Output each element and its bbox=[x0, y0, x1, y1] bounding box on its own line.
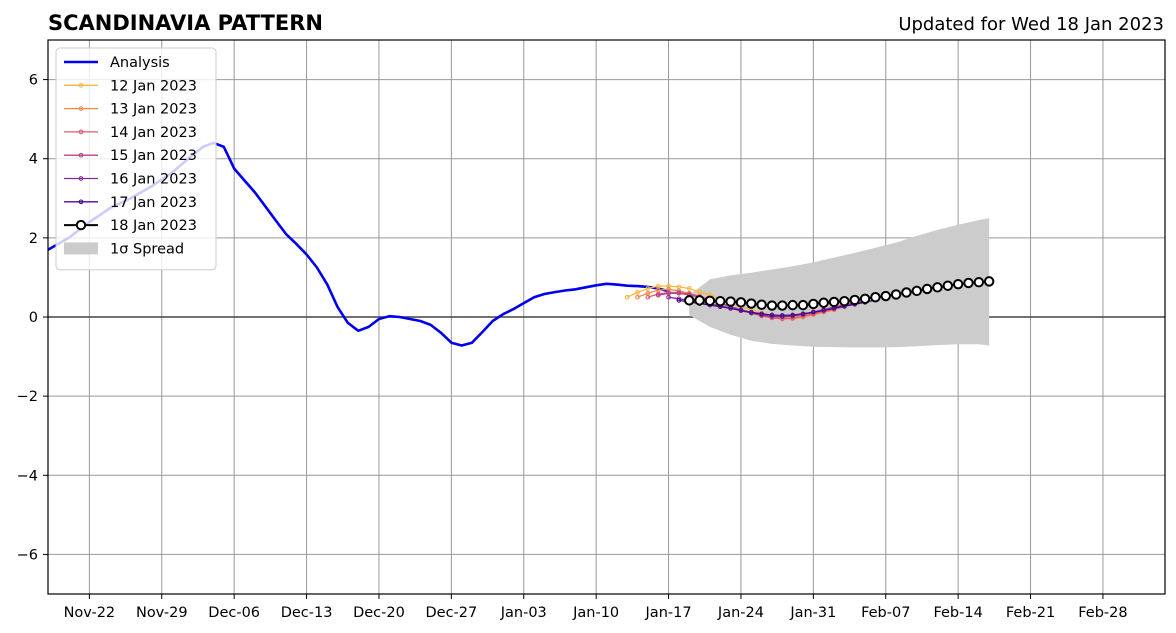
x-tick-label: Feb-21 bbox=[1006, 605, 1055, 621]
y-tick-label: 0 bbox=[29, 310, 38, 326]
legend-swatch-marker bbox=[75, 219, 87, 231]
x-tick-label: Jan-03 bbox=[500, 605, 547, 621]
y-tick-label: 6 bbox=[29, 73, 38, 89]
forecast-point bbox=[748, 309, 754, 315]
forecast-point bbox=[797, 299, 809, 311]
forecast-point bbox=[828, 296, 840, 308]
forecast-point bbox=[818, 297, 829, 308]
legend-swatch-marker bbox=[78, 82, 84, 88]
chart-subtitle: Updated for Wed 18 Jan 2023 bbox=[898, 14, 1164, 35]
y-tick-label: 4 bbox=[29, 152, 38, 168]
forecast-point bbox=[676, 290, 682, 296]
x-tick-label: Nov-29 bbox=[136, 605, 188, 621]
forecast-point bbox=[901, 287, 912, 298]
chart-title: SCANDINAVIA PATTERN bbox=[48, 11, 323, 35]
forecast-point bbox=[697, 289, 702, 295]
forecast-point bbox=[849, 294, 860, 306]
forecast-point bbox=[963, 277, 974, 289]
forecast-point bbox=[624, 294, 630, 300]
forecast-point bbox=[952, 278, 964, 290]
legend: Analysis 12 Jan 2023 13 Jan 2023 14 Jan 202… bbox=[55, 47, 217, 271]
legend-label: 14 Jan 2023 bbox=[110, 125, 197, 141]
x-tick-label: Jan-17 bbox=[645, 605, 692, 621]
forecast-point bbox=[932, 282, 943, 293]
legend-label: Analysis bbox=[110, 55, 170, 71]
axis-ticks: Nov-22 Nov-29 Dec-06 Dec-13 Dec-20 Dec-27 Jan-… bbox=[17, 73, 1128, 621]
forecast-point bbox=[684, 295, 695, 306]
x-tick-label: Dec-20 bbox=[353, 605, 405, 621]
forecast-point bbox=[738, 307, 744, 313]
legend-label: 1σ Spread bbox=[110, 241, 184, 257]
forecast-point bbox=[811, 309, 816, 315]
y-tick-label: −2 bbox=[17, 389, 38, 405]
forecast-point bbox=[921, 283, 933, 295]
forecast-point bbox=[790, 312, 796, 318]
forecast-point bbox=[635, 294, 640, 300]
forecast-point bbox=[655, 292, 661, 298]
legend-label: 15 Jan 2023 bbox=[110, 148, 197, 164]
legend-swatch-marker bbox=[78, 199, 84, 205]
forecast-point bbox=[777, 300, 788, 311]
forecast-point bbox=[756, 299, 767, 310]
legend-label: 18 Jan 2023 bbox=[110, 218, 197, 234]
forecast-point bbox=[839, 295, 850, 307]
legend-box bbox=[55, 47, 217, 271]
x-tick-label: Dec-13 bbox=[281, 605, 333, 621]
forecast-point bbox=[694, 295, 705, 306]
forecast-point bbox=[666, 294, 671, 300]
legend-swatch-marker bbox=[78, 176, 84, 181]
forecast-point bbox=[859, 293, 871, 304]
forecast-point bbox=[821, 307, 827, 313]
forecast-point bbox=[645, 286, 651, 291]
x-tick-label: Jan-31 bbox=[789, 605, 836, 621]
legend-swatch-spread bbox=[64, 242, 98, 255]
forecast-point bbox=[787, 299, 798, 311]
x-tick-label: Dec-06 bbox=[208, 605, 260, 621]
forecast-point bbox=[635, 290, 640, 295]
legend-label: 16 Jan 2023 bbox=[110, 172, 197, 188]
forecast-point bbox=[645, 294, 651, 300]
forecast-point bbox=[800, 311, 806, 317]
x-tick-label: Feb-28 bbox=[1078, 605, 1127, 621]
forecast-point bbox=[880, 290, 891, 302]
x-tick-label: Jan-24 bbox=[717, 605, 764, 621]
forecast-point bbox=[715, 295, 726, 307]
y-tick-label: −6 bbox=[17, 547, 38, 563]
legend-swatch-marker bbox=[78, 106, 84, 111]
forecast-point bbox=[911, 285, 922, 297]
forecast-point bbox=[769, 312, 775, 318]
x-tick-label: Dec-27 bbox=[425, 605, 477, 621]
forecast-point bbox=[808, 298, 819, 310]
y-tick-label: 2 bbox=[29, 231, 38, 247]
y-tick-label: −4 bbox=[17, 468, 38, 484]
x-tick-label: Nov-22 bbox=[64, 605, 116, 621]
forecast-point bbox=[890, 289, 902, 300]
forecast-point bbox=[735, 297, 747, 308]
forecast-point bbox=[973, 276, 985, 288]
legend-label: 13 Jan 2023 bbox=[110, 102, 197, 118]
forecast-point bbox=[759, 311, 764, 317]
x-tick-label: Feb-14 bbox=[933, 605, 982, 621]
legend-label: 12 Jan 2023 bbox=[110, 78, 197, 94]
legend-label: 17 Jan 2023 bbox=[110, 195, 197, 211]
plot-area bbox=[48, 141, 1165, 348]
forecast-point bbox=[870, 292, 881, 303]
forecast-point bbox=[704, 295, 716, 306]
legend-swatch-marker bbox=[78, 129, 84, 135]
forecast-point bbox=[779, 313, 785, 318]
forecast-point bbox=[766, 300, 778, 311]
x-tick-label: Jan-10 bbox=[572, 605, 619, 621]
forecast-point bbox=[983, 276, 995, 287]
forecast-point bbox=[746, 298, 757, 309]
forecast-point bbox=[676, 298, 682, 303]
x-tick-label: Feb-07 bbox=[861, 605, 910, 621]
forecast-point bbox=[725, 296, 736, 307]
forecast-point bbox=[942, 280, 954, 291]
legend-swatch-marker bbox=[78, 152, 84, 158]
forecast-point bbox=[686, 286, 692, 291]
